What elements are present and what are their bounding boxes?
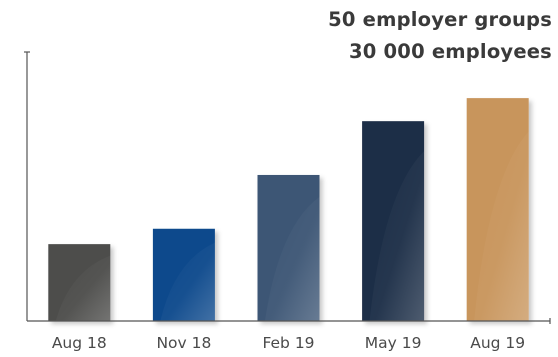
x-tick-label: Aug 18 <box>52 334 107 352</box>
x-tick-label: Feb 19 <box>262 334 314 352</box>
bar-sheen <box>160 242 215 321</box>
bar-feb-19 <box>257 174 320 321</box>
x-tick-label: Aug 19 <box>470 334 525 352</box>
bar-aug-19 <box>466 98 529 321</box>
x-tick-label: Nov 18 <box>156 334 211 352</box>
bar-sheen <box>474 131 529 321</box>
bar-aug-18 <box>48 244 111 321</box>
bar-sheen <box>369 151 425 321</box>
bar-sheen <box>55 255 111 321</box>
bar-nov-18 <box>152 228 215 321</box>
annotation-employees: 30 000 employees <box>349 40 552 63</box>
bar-sheen <box>264 196 320 321</box>
x-tick-label: May 19 <box>365 334 422 352</box>
annotation-employer-groups: 50 employer groups <box>328 8 552 31</box>
bar-may-19 <box>362 121 425 322</box>
